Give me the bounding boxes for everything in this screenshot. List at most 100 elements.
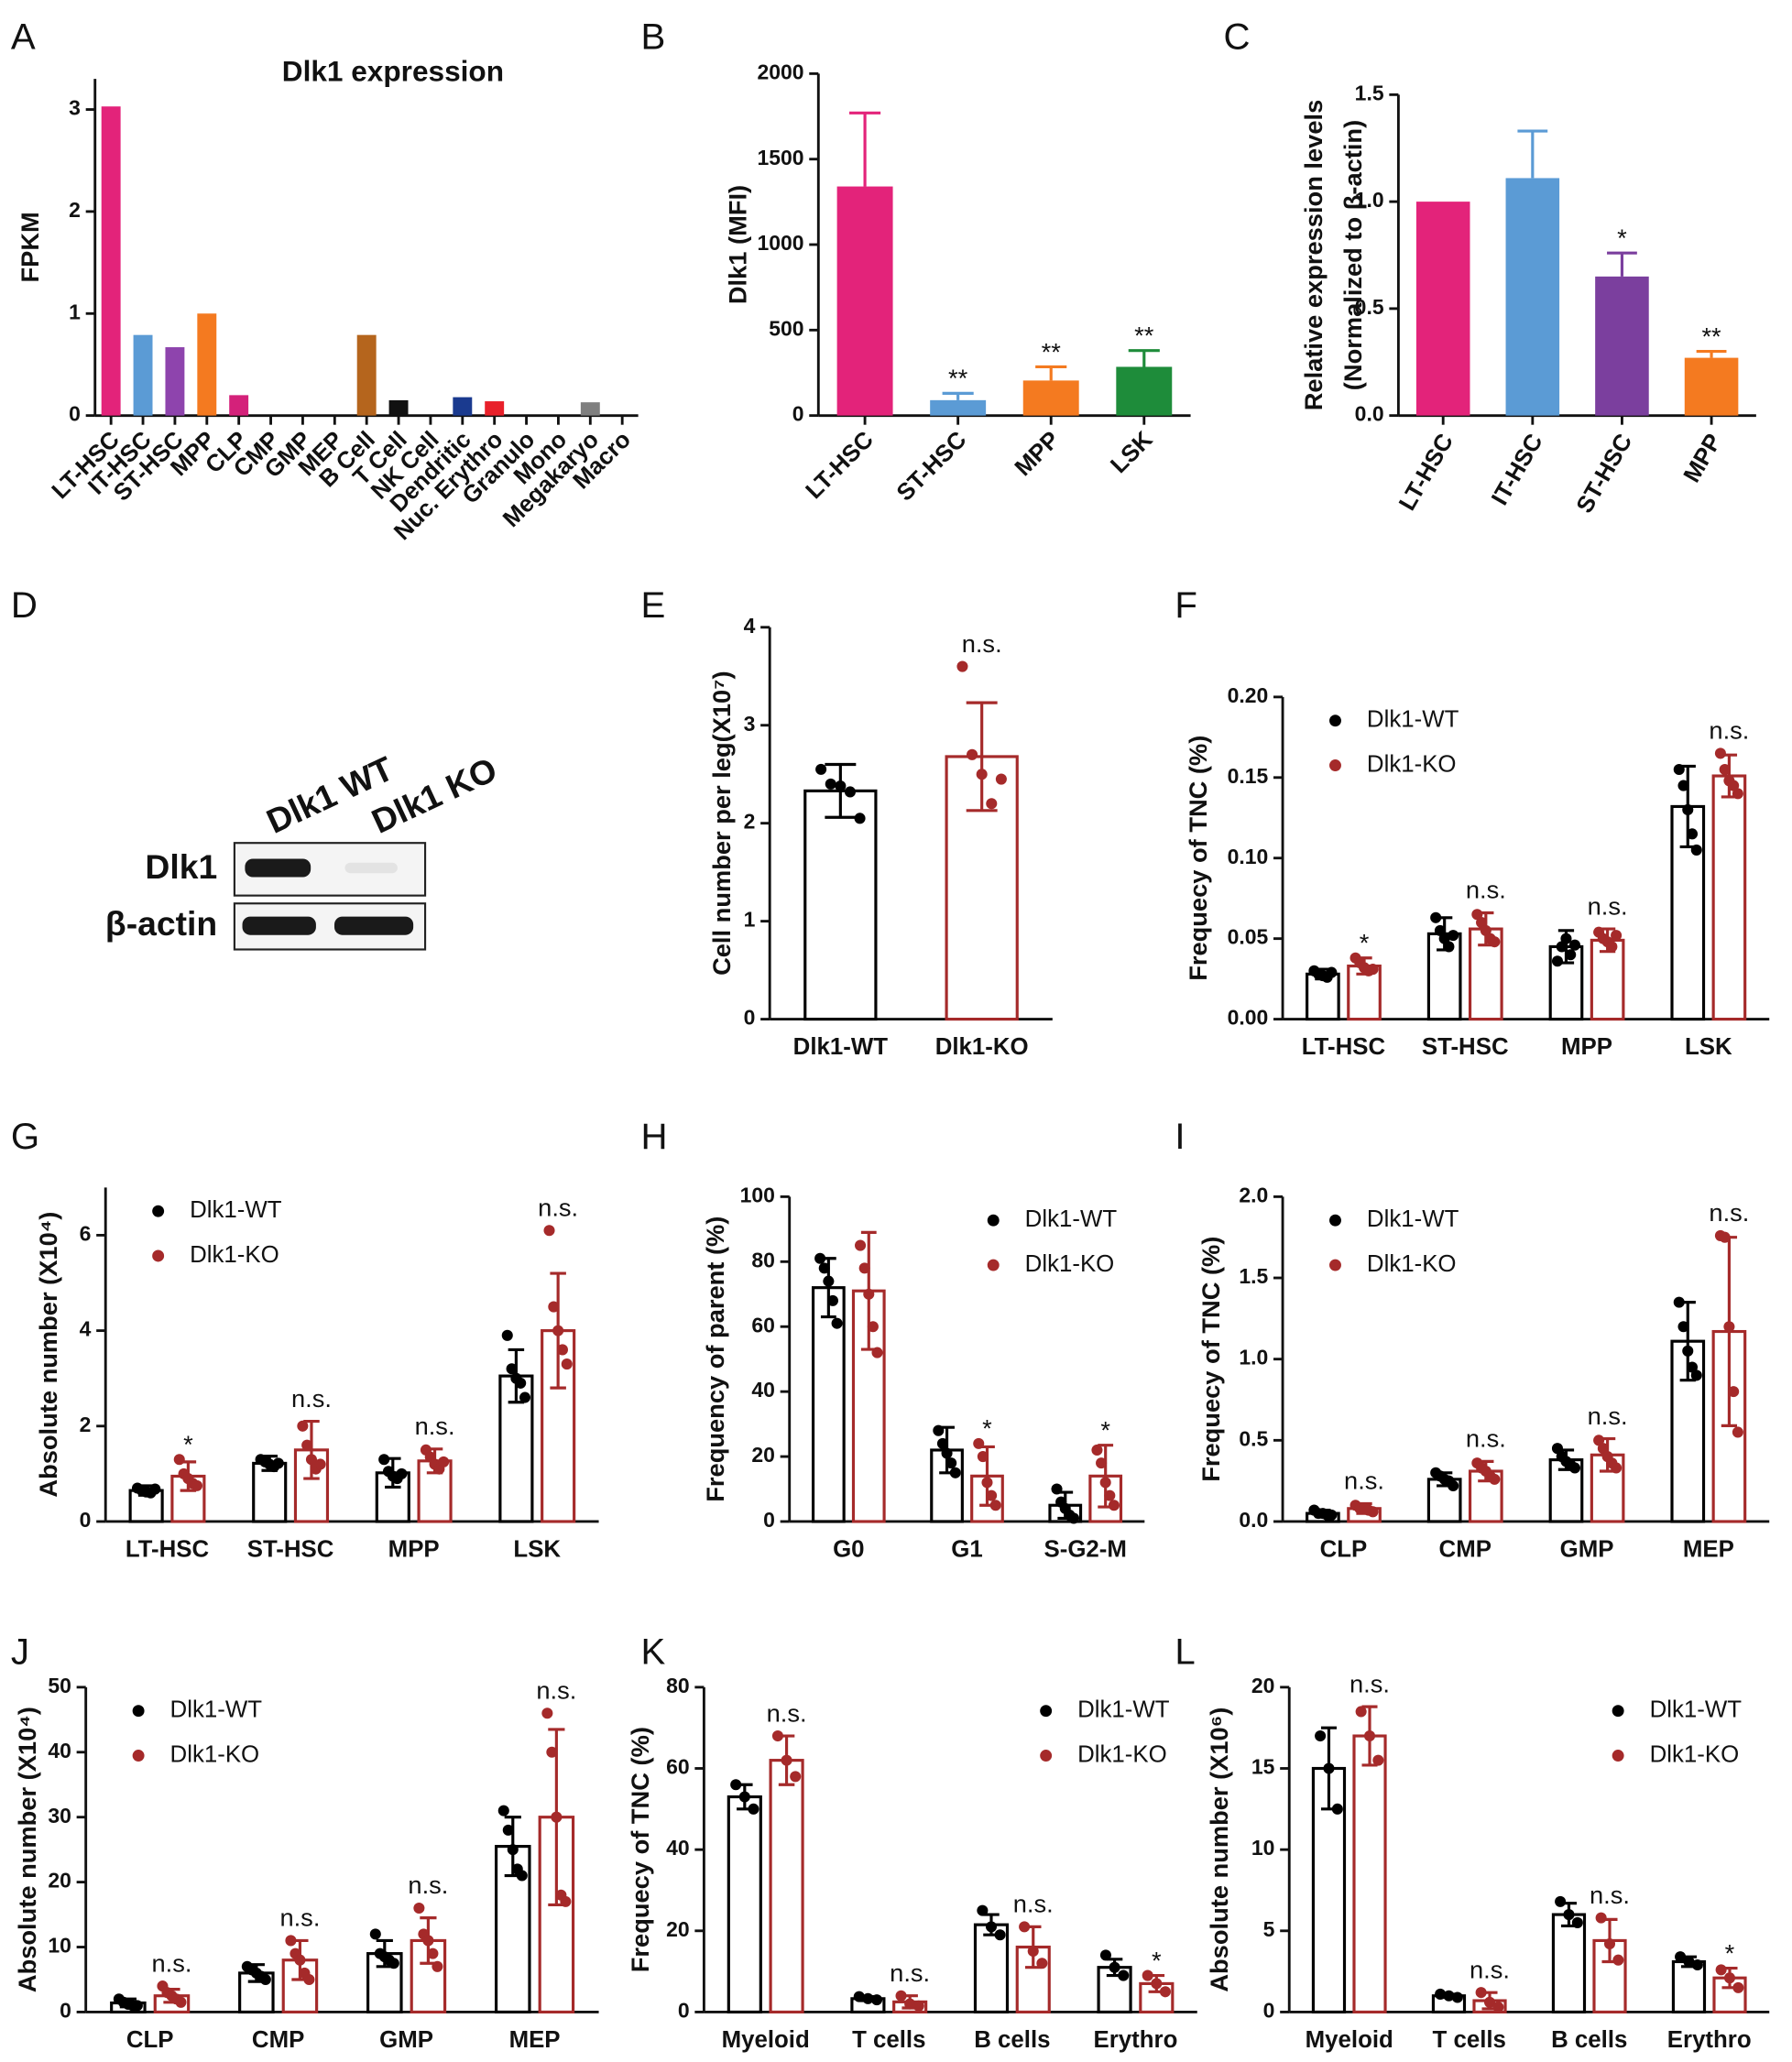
- x-tick-label: CLP: [126, 2027, 174, 2053]
- data-point: [497, 1805, 509, 1817]
- y-tick-label: 0.0: [1355, 402, 1384, 426]
- x-tick-label: ST-HSC: [247, 1536, 334, 1562]
- x-tick-label: LT-HSC: [1394, 430, 1459, 515]
- significance-label: *: [982, 1414, 992, 1443]
- data-point: [781, 1754, 792, 1766]
- significance-label: **: [1134, 322, 1154, 350]
- legend-marker: [132, 1705, 145, 1718]
- data-point: [314, 1458, 326, 1470]
- y-tick-label: 80: [751, 1248, 775, 1271]
- y-tick-label: 0: [69, 402, 81, 426]
- legend-label: Dlk1-KO: [170, 1741, 260, 1767]
- data-point: [1732, 788, 1743, 800]
- y-tick-label: 50: [48, 1674, 71, 1697]
- x-tick-label: LSK: [1685, 1034, 1732, 1060]
- data-point: [1096, 1457, 1108, 1469]
- data-point: [543, 1225, 555, 1237]
- bar: [165, 347, 185, 416]
- y-tick-label: 1500: [757, 146, 803, 169]
- y-tick-label: 10: [1251, 1836, 1275, 1860]
- bar: [1684, 357, 1739, 416]
- y-tick-label: 20: [48, 1869, 71, 1893]
- bar: [133, 334, 153, 416]
- error-bar: [1128, 349, 1160, 367]
- legend-label: Dlk1-KO: [1025, 1251, 1115, 1277]
- y-axis-label: Frequecy of TNC (%): [1196, 1237, 1225, 1482]
- y-tick-label: 0.10: [1228, 845, 1269, 868]
- x-tick-label: Myeloid: [1306, 2027, 1393, 2053]
- data-point: [1372, 1754, 1384, 1766]
- panel-letter: L: [1175, 1631, 1195, 1673]
- data-point: [1476, 917, 1488, 929]
- bar: [485, 401, 505, 416]
- data-point: [986, 798, 998, 810]
- legend-marker: [1329, 1214, 1341, 1227]
- data-point: [396, 1467, 408, 1479]
- y-axis-label: Absolute number (X10⁶): [1205, 1707, 1233, 1992]
- y-tick-label: 0: [60, 1999, 71, 2023]
- data-point: [1714, 747, 1726, 759]
- data-point: [294, 1954, 306, 1966]
- x-tick-label: MPP: [1561, 1034, 1612, 1060]
- data-point: [815, 763, 827, 775]
- data-point: [986, 1489, 998, 1501]
- data-point: [1571, 1916, 1583, 1928]
- data-point: [1091, 1444, 1103, 1456]
- y-axis-label: Frequecy of TNC (%): [1184, 736, 1212, 981]
- bar: [836, 186, 893, 416]
- data-point: [871, 1347, 883, 1358]
- data-point: [973, 1437, 985, 1449]
- x-tick-label: MPP: [1011, 427, 1065, 481]
- legend-label: Dlk1-WT: [170, 1697, 263, 1723]
- data-point: [1067, 1512, 1080, 1524]
- data-point: [501, 1329, 513, 1341]
- legend-label: Dlk1-WT: [1025, 1206, 1118, 1232]
- data-point: [1027, 1945, 1039, 1957]
- y-tick-label: 40: [48, 1739, 71, 1762]
- data-point: [173, 1454, 185, 1466]
- x-tick-label: S-G2-M: [1044, 1536, 1127, 1562]
- data-point: [1367, 1506, 1379, 1518]
- data-point: [1732, 1981, 1744, 1993]
- x-tick-label: ST-HSC: [1572, 430, 1638, 518]
- legend-label: Dlk1-KO: [1650, 1741, 1740, 1767]
- bar: [1595, 276, 1649, 416]
- data-point: [1691, 1959, 1703, 1971]
- x-tick-label: ST-HSC: [892, 427, 972, 507]
- y-tick-label: 4: [80, 1317, 92, 1341]
- bar: [803, 789, 878, 1021]
- y-tick-label: 40: [751, 1378, 775, 1402]
- data-point: [1099, 1477, 1111, 1489]
- y-tick-label: 20: [1251, 1674, 1275, 1697]
- panel-letter: A: [11, 16, 36, 58]
- data-point: [1430, 911, 1442, 923]
- y-tick-label: 15: [1251, 1755, 1275, 1779]
- data-point: [1159, 1986, 1171, 1998]
- y-tick-label: 1: [69, 300, 81, 323]
- data-point: [1551, 1443, 1564, 1455]
- bar: [1116, 366, 1173, 416]
- panel-letter: B: [640, 16, 665, 58]
- data-point: [515, 1377, 527, 1389]
- y-tick-label: 4: [744, 614, 756, 638]
- data-point: [854, 813, 866, 824]
- bar: [197, 313, 217, 416]
- legend-label: Dlk1-WT: [190, 1197, 282, 1223]
- x-tick-label: CLP: [1320, 1536, 1368, 1562]
- data-point: [1480, 924, 1492, 936]
- bar: [580, 402, 600, 416]
- data-point: [1434, 924, 1446, 936]
- data-point: [825, 778, 836, 790]
- data-point: [1560, 933, 1572, 944]
- x-tick-label: GMP: [379, 2027, 433, 2053]
- significance-label: *: [1152, 1946, 1162, 1974]
- data-point: [388, 1958, 399, 1969]
- y-tick-label: 0.05: [1228, 925, 1269, 949]
- panel-letter: F: [1175, 584, 1197, 626]
- band: [334, 916, 414, 935]
- significance-label: *: [1725, 1938, 1735, 1967]
- error-bar: [849, 111, 881, 187]
- data-point: [438, 1456, 450, 1467]
- significance-label: n.s.: [1013, 1890, 1054, 1918]
